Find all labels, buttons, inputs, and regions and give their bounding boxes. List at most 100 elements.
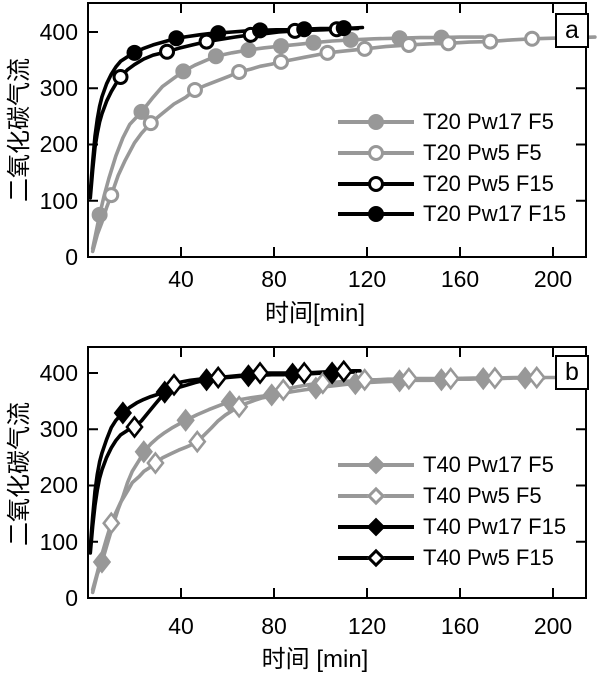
legend-label: T20 Pw17 F15 <box>423 201 567 226</box>
chart-a-y-tick-label: 300 <box>39 75 78 101</box>
open-circle-marker <box>524 30 541 47</box>
open-diamond-marker <box>334 359 353 383</box>
open-circle-marker <box>112 69 129 85</box>
open-circle-marker <box>400 36 417 53</box>
open-diamond-marker <box>209 365 228 390</box>
legend-label: T20 Pw17 F5 <box>423 109 554 134</box>
chart-b-x-tick-label: 120 <box>347 613 387 639</box>
filled-circle-marker <box>272 38 289 55</box>
legend-swatch <box>338 140 414 166</box>
plot-border-b <box>87 346 587 599</box>
open-diamond-marker <box>102 511 121 535</box>
legend-label: T40 Pw17 F15 <box>423 514 567 539</box>
legend-label: T20 Pw5 F15 <box>423 171 554 196</box>
open-diamond-marker <box>274 378 293 402</box>
chart-a-x-tick-label: 120 <box>347 266 387 292</box>
legend-swatch <box>338 452 414 478</box>
open-circle-marker-icon <box>368 176 384 192</box>
filled-diamond-marker-icon <box>366 517 386 537</box>
chart-a-x-tick-label: 160 <box>440 266 480 292</box>
filled-circle-marker <box>168 30 185 47</box>
legend-item: T40 Pw5 F15 <box>338 545 554 571</box>
open-circle-marker <box>440 35 457 52</box>
open-circle-marker <box>198 33 215 50</box>
open-circle-marker <box>356 40 373 57</box>
open-circle-marker <box>319 44 336 61</box>
chart-b-x-tick-label: 80 <box>261 613 287 639</box>
chart-b-y-tick-label: 300 <box>39 416 78 442</box>
chart-b-x-tick-label: 160 <box>440 613 480 639</box>
legend-label: T20 Pw5 F5 <box>423 140 542 165</box>
filled-circle-marker <box>210 25 227 42</box>
open-circle-marker <box>103 187 120 204</box>
open-circle-marker <box>272 53 289 70</box>
chart-a-x-axis-title: 时间[min] <box>264 300 365 327</box>
legend-item: T20 Pw17 F15 <box>338 201 566 227</box>
open-circle-marker <box>186 81 203 98</box>
open-diamond-marker <box>250 361 270 385</box>
chart-b-y-tick-label: 400 <box>39 360 78 386</box>
chart-b-x-tick-label: 40 <box>168 613 194 639</box>
chart-a-x-tick-label: 40 <box>168 266 194 292</box>
filled-circle-marker <box>305 34 322 51</box>
open-circle-marker-icon <box>368 145 384 161</box>
chart-b-x-axis-title: 时间 [min] <box>261 646 369 673</box>
chart-b-y-tick-label: 100 <box>39 529 78 555</box>
filled-diamond-marker <box>176 408 195 432</box>
chart-a-y-tick-label: 0 <box>65 244 78 270</box>
legend-item: T40 Pw17 F5 <box>338 452 554 478</box>
series-line-t20-pw5-f5 <box>90 35 597 254</box>
legend-swatch <box>338 483 414 509</box>
legend-swatch <box>338 545 414 571</box>
chart-a-y-tick-label: 200 <box>39 131 78 157</box>
open-diamond-marker <box>164 373 184 397</box>
legend-label: T40 Pw17 F5 <box>423 452 554 477</box>
filled-circle-marker <box>335 20 352 37</box>
open-diamond-marker-icon <box>366 548 386 568</box>
chart-b-y-tick-label: 0 <box>65 585 78 611</box>
filled-circle-marker <box>240 42 257 58</box>
open-circle-marker <box>482 33 499 50</box>
filled-circle-marker <box>126 44 143 61</box>
filled-circle-marker <box>296 21 313 38</box>
filled-circle-marker <box>252 22 269 39</box>
panel-b-label: b <box>555 355 589 390</box>
filled-diamond-marker <box>92 550 112 574</box>
legend-item: T20 Pw17 F5 <box>338 109 554 135</box>
filled-circle-marker <box>133 103 150 120</box>
filled-circle-marker <box>91 206 108 223</box>
open-circle-marker <box>142 115 159 132</box>
open-diamond-marker <box>295 361 314 385</box>
legend-label: T40 Pw5 F15 <box>423 545 554 570</box>
chart-b-x-tick-label: 200 <box>533 613 573 639</box>
panel-a-label: a <box>555 13 589 48</box>
legend-label: T40 Pw5 F5 <box>423 483 542 508</box>
open-diamond-marker <box>399 367 419 391</box>
filled-diamond-marker <box>113 401 133 425</box>
open-diamond-marker <box>229 395 249 419</box>
open-diamond-marker <box>441 367 460 391</box>
open-diamond-marker <box>485 366 505 390</box>
legend-swatch <box>338 171 414 197</box>
filled-circle-marker <box>342 31 359 48</box>
legend-swatch <box>338 201 414 227</box>
chart-a-y-tick-label: 100 <box>39 188 78 214</box>
filled-circle-marker <box>175 63 192 80</box>
open-diamond-marker-icon <box>366 486 386 506</box>
plot-border-a <box>87 2 587 258</box>
legend-item: T40 Pw17 F15 <box>338 514 566 540</box>
legend-item: T20 Pw5 F5 <box>338 140 542 166</box>
filled-diamond-marker <box>134 440 153 464</box>
open-diamond-marker <box>146 451 165 475</box>
chart-a-x-tick-label: 200 <box>533 266 573 292</box>
filled-diamond-marker-icon <box>366 455 386 475</box>
open-diamond-marker <box>355 368 374 392</box>
legend-swatch <box>338 514 414 540</box>
filled-circle-marker-icon <box>368 114 384 130</box>
legend-item: T40 Pw5 F5 <box>338 483 542 509</box>
open-diamond-marker <box>313 371 332 395</box>
open-diamond-marker <box>188 430 207 454</box>
chart-b-y-tick-label: 200 <box>39 472 78 498</box>
